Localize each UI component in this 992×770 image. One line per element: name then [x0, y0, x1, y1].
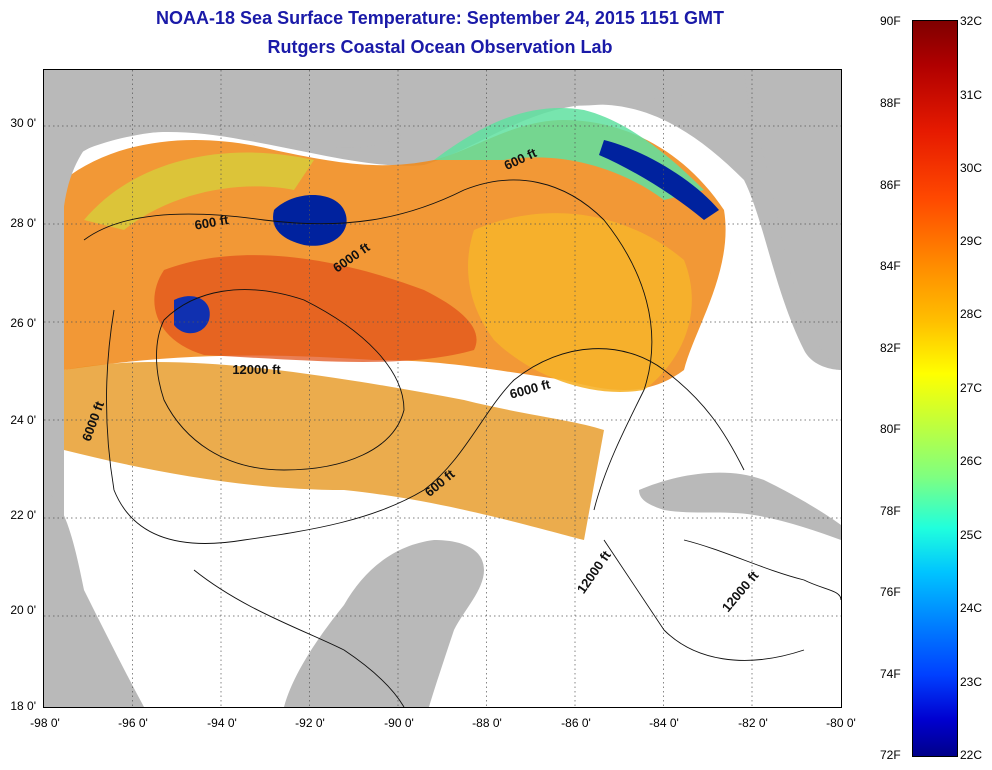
lat-tick-label: 28 0'	[10, 216, 36, 230]
colorbar-f-label: 86F	[880, 178, 901, 192]
depth-contour-label: 600 ft	[193, 212, 230, 233]
lon-tick-label: -84 0'	[649, 716, 679, 730]
sst-northeast-cool	[434, 108, 704, 200]
depth-contour-label: 12000 ft	[232, 362, 281, 377]
colorbar-f-label: 74F	[880, 667, 901, 681]
lat-tick-label: 18 0'	[10, 699, 36, 713]
sst-east-swath	[468, 213, 692, 392]
lat-tick-label: 22 0'	[10, 508, 36, 522]
sst-cold-patch-1	[273, 195, 347, 246]
land-cuba	[639, 472, 841, 540]
temperature-colorbar	[912, 20, 958, 757]
colorbar-f-label: 78F	[880, 504, 901, 518]
land-florida	[744, 70, 841, 370]
colorbar-f-label: 80F	[880, 422, 901, 436]
colorbar-c-label: 27C	[960, 381, 983, 395]
colorbar-f-label: 76F	[880, 585, 901, 599]
lon-tick-label: -82 0'	[738, 716, 768, 730]
colorbar-c-label: 31C	[960, 88, 983, 102]
land-mexico	[44, 490, 144, 707]
colorbar-f-label: 88F	[880, 96, 901, 110]
colorbar-c-label: 29C	[960, 234, 983, 248]
colorbar-c-label: 28C	[960, 307, 983, 321]
lat-tick-label: 24 0'	[10, 413, 36, 427]
chart-subtitle: Rutgers Coastal Ocean Observation Lab	[267, 37, 613, 57]
colorbar-f-label: 72F	[880, 748, 901, 762]
colorbar-c-label: 24C	[960, 601, 983, 615]
lon-tick-label: -92 0'	[295, 716, 325, 730]
lon-tick-label: -94 0'	[207, 716, 237, 730]
colorbar-c-label: 25C	[960, 528, 983, 542]
lat-tick-label: 26 0'	[10, 316, 36, 330]
lon-tick-label: -86 0'	[561, 716, 591, 730]
lon-tick-label: -98 0'	[30, 716, 60, 730]
colorbar-f-label: 84F	[880, 259, 901, 273]
lat-tick-label: 20 0'	[10, 603, 36, 617]
colorbar-f-label: 82F	[880, 341, 901, 355]
sst-map: 600 ft 600 ft 6000 ft 12000 ft 6000 ft 6000 f…	[43, 69, 842, 708]
sst-swath-south	[64, 361, 604, 540]
lon-tick-label: -88 0'	[472, 716, 502, 730]
sst-cold-patch-2	[599, 140, 719, 220]
sst-coastal-cool	[84, 152, 314, 230]
sst-warm-core	[154, 255, 477, 362]
land-yucatan	[284, 540, 484, 707]
colorbar-c-label: 22C	[960, 748, 983, 762]
colorbar-c-label: 26C	[960, 454, 983, 468]
chart-title: NOAA-18 Sea Surface Temperature: Septemb…	[156, 8, 724, 28]
lon-tick-label: -90 0'	[384, 716, 414, 730]
land-north-coast	[44, 70, 841, 490]
lat-tick-label: 30 0'	[10, 116, 36, 130]
colorbar-c-label: 32C	[960, 14, 983, 28]
colorbar-c-label: 30C	[960, 161, 983, 175]
colorbar-c-label: 23C	[960, 675, 983, 689]
depth-contours	[83, 179, 841, 707]
lon-tick-label: -80 0'	[826, 716, 856, 730]
lon-tick-label: -96 0'	[118, 716, 148, 730]
colorbar-f-label: 90F	[880, 14, 901, 28]
